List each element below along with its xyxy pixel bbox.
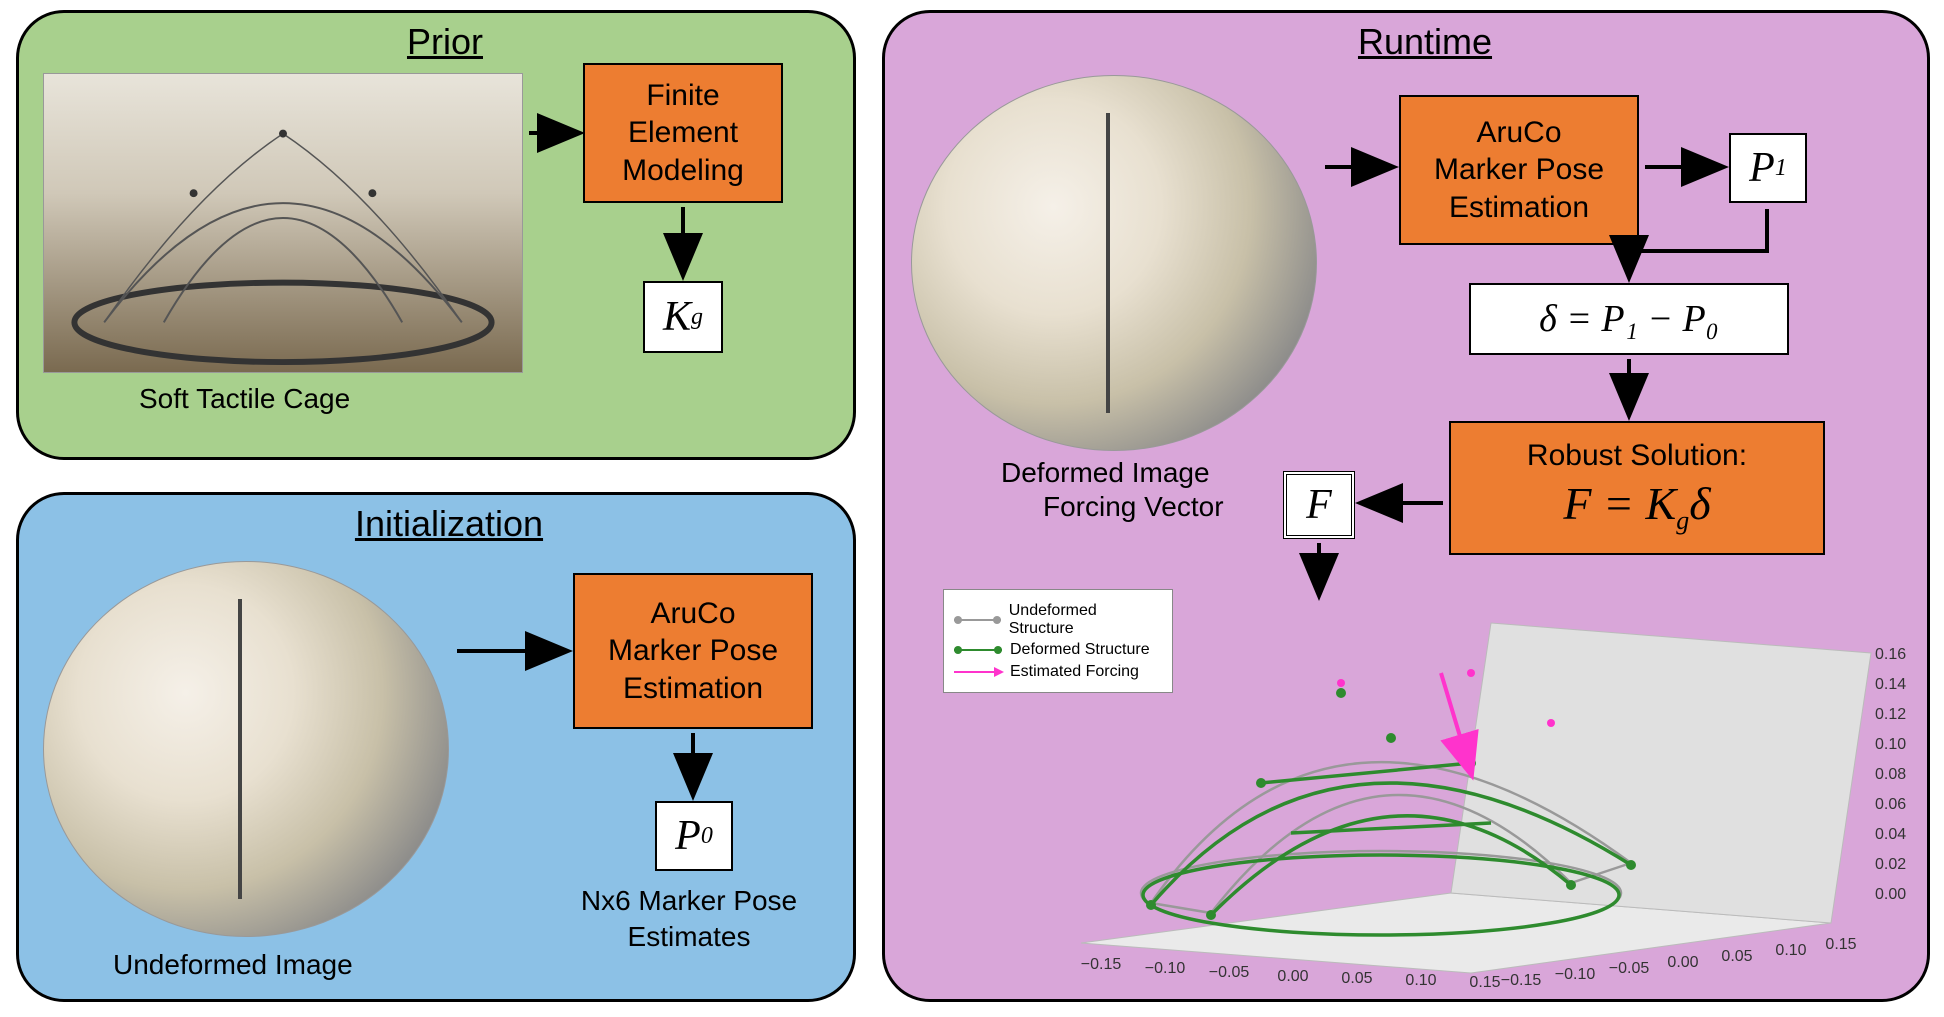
var-p1-letter: P bbox=[1749, 144, 1775, 192]
svg-text:−0.05: −0.05 bbox=[1209, 964, 1250, 981]
svg-text:−0.10: −0.10 bbox=[1145, 960, 1186, 977]
svg-text:0.05: 0.05 bbox=[1341, 970, 1372, 987]
text-line: Element bbox=[628, 114, 738, 152]
block-robust-solution: Robust Solution: F = Kgδ bbox=[1449, 421, 1825, 555]
block-fem: Finite Element Modeling bbox=[583, 63, 783, 203]
svg-text:0.10: 0.10 bbox=[1875, 736, 1906, 753]
robust-label: Robust Solution: bbox=[1527, 439, 1747, 473]
var-p1-sub: 1 bbox=[1775, 155, 1787, 182]
var-kg: Kg bbox=[643, 281, 723, 353]
label-soft-tactile-cage: Soft Tactile Cage bbox=[139, 383, 350, 415]
svg-text:−0.10: −0.10 bbox=[1555, 966, 1596, 983]
label-undeformed: Undeformed Image bbox=[113, 949, 353, 981]
svg-text:−0.15: −0.15 bbox=[1501, 972, 1542, 989]
panel-prior: Prior Soft Tactile Cage Finite Element M… bbox=[16, 10, 856, 460]
photo-soft-tactile-cage bbox=[43, 73, 523, 373]
title-runtime: Runtime bbox=[1325, 21, 1525, 63]
svg-text:0.15: 0.15 bbox=[1469, 974, 1500, 989]
svg-text:0.08: 0.08 bbox=[1875, 766, 1906, 783]
robust-eq: F = Kgδ bbox=[1563, 477, 1710, 536]
eq-fkg: F = K bbox=[1563, 478, 1676, 529]
block-aruco-runtime: AruCo Marker Pose Estimation bbox=[1399, 95, 1639, 245]
label-nx6: Nx6 Marker Pose Estimates bbox=[539, 883, 839, 956]
svg-text:0.05: 0.05 bbox=[1721, 948, 1752, 965]
text-line: Estimates bbox=[539, 919, 839, 955]
var-p: P bbox=[675, 812, 701, 860]
legend-row-deformed: .legend-row:nth-child(2) .legend-swatch-… bbox=[954, 641, 1162, 659]
svg-text:0.15: 0.15 bbox=[1825, 936, 1856, 953]
var-F-letter: F bbox=[1306, 481, 1332, 529]
photo-undeformed bbox=[43, 561, 449, 937]
box-delta-eq: δ = P₁ − P₀ bbox=[1469, 283, 1789, 355]
text-line: AruCo bbox=[650, 595, 735, 633]
eq-tail: δ bbox=[1689, 478, 1710, 529]
legend-label: Undeformed Structure bbox=[1009, 602, 1162, 637]
svg-text:0.16: 0.16 bbox=[1875, 646, 1906, 663]
text-line: Estimation bbox=[623, 670, 763, 708]
svg-text:−0.15: −0.15 bbox=[1081, 956, 1122, 973]
text-line: Finite bbox=[646, 77, 719, 115]
svg-text:0.02: 0.02 bbox=[1875, 856, 1906, 873]
var-k: K bbox=[663, 293, 691, 341]
svg-text:0.14: 0.14 bbox=[1875, 676, 1906, 693]
plot-legend: .legend-row:nth-child(1) .legend-swatch-… bbox=[943, 589, 1173, 693]
block-aruco-init: AruCo Marker Pose Estimation bbox=[573, 573, 813, 729]
title-prior: Prior bbox=[345, 21, 545, 63]
var-p-sub: 0 bbox=[701, 823, 713, 850]
label-deformed: Deformed Image bbox=[1001, 457, 1210, 489]
panel-runtime: Runtime Deformed Image AruCo Marker Pose… bbox=[882, 10, 1930, 1002]
var-k-sub: g bbox=[691, 304, 703, 331]
text-line: Modeling bbox=[622, 152, 744, 190]
legend-row-forcing: .legend-arrow::after{border-left-color:#… bbox=[954, 663, 1162, 681]
photo-deformed bbox=[911, 75, 1317, 451]
panel-init: Initialization Undeformed Image AruCo Ma… bbox=[16, 492, 856, 1002]
eq-sub: g bbox=[1676, 507, 1689, 536]
svg-text:0.00: 0.00 bbox=[1277, 968, 1308, 985]
svg-text:−0.05: −0.05 bbox=[1609, 960, 1650, 977]
text-line: Marker Pose bbox=[608, 632, 778, 670]
label-forcing-vector: Forcing Vector bbox=[1043, 491, 1224, 523]
var-F: F bbox=[1283, 471, 1355, 539]
svg-text:0.12: 0.12 bbox=[1875, 706, 1906, 723]
svg-text:0.10: 0.10 bbox=[1775, 942, 1806, 959]
legend-label: Deformed Structure bbox=[1010, 641, 1150, 659]
var-p1: P1 bbox=[1729, 133, 1807, 203]
legend-row-undeformed: .legend-row:nth-child(1) .legend-swatch-… bbox=[954, 602, 1162, 637]
svg-text:0.06: 0.06 bbox=[1875, 796, 1906, 813]
svg-text:0.04: 0.04 bbox=[1875, 826, 1906, 843]
svg-text:0.00: 0.00 bbox=[1875, 886, 1906, 903]
svg-text:0.10: 0.10 bbox=[1405, 972, 1436, 989]
delta-eq-text: δ = P₁ − P₀ bbox=[1539, 297, 1719, 341]
text-line: Marker Pose bbox=[1434, 151, 1604, 189]
title-init: Initialization bbox=[299, 503, 599, 545]
text-line: Nx6 Marker Pose bbox=[539, 883, 839, 919]
var-p0: P0 bbox=[655, 801, 733, 871]
legend-label: Estimated Forcing bbox=[1010, 663, 1139, 681]
text-line: AruCo bbox=[1476, 114, 1561, 152]
svg-text:0.00: 0.00 bbox=[1667, 954, 1698, 971]
text-line: Estimation bbox=[1449, 189, 1589, 227]
